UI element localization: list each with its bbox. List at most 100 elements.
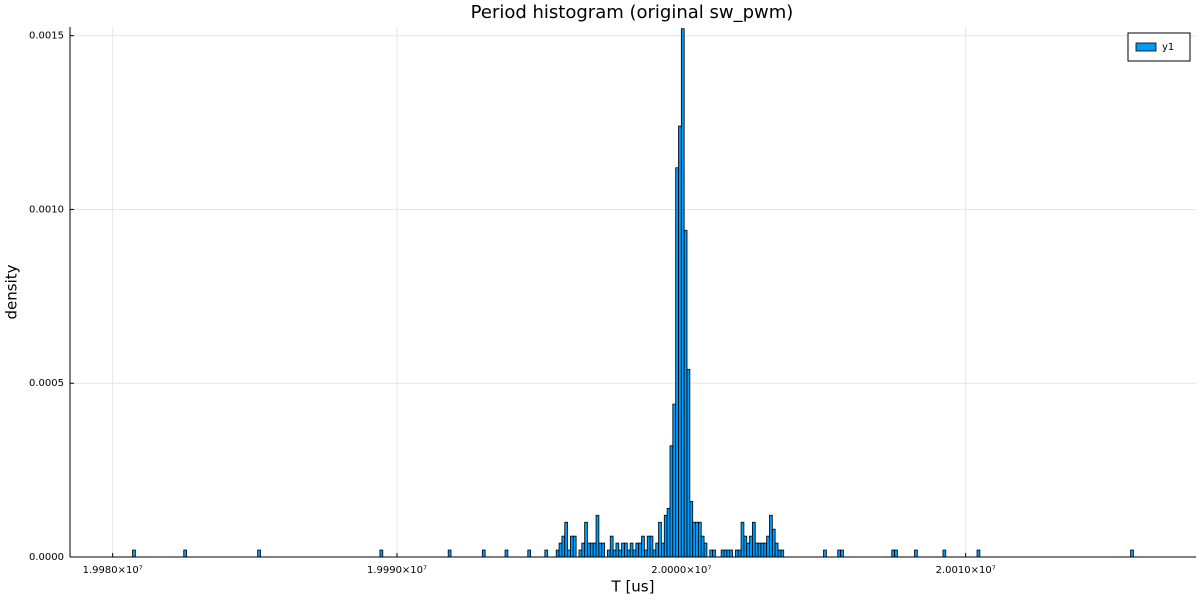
bar — [655, 542, 659, 558]
bar — [635, 542, 640, 558]
bar — [777, 549, 782, 558]
bar — [757, 542, 762, 558]
bar — [632, 549, 637, 558]
bar — [643, 549, 648, 558]
bar — [766, 535, 770, 558]
bar — [734, 549, 739, 558]
bar — [894, 549, 898, 558]
bar — [840, 549, 844, 558]
bar — [976, 549, 981, 558]
bar — [680, 28, 685, 558]
bar — [132, 549, 136, 558]
bar — [689, 500, 694, 558]
bar — [823, 549, 827, 558]
bar — [624, 542, 628, 558]
bar — [661, 542, 665, 558]
bar — [942, 549, 947, 558]
bar — [581, 542, 586, 558]
x-tick-label: 1.9980×10⁷ — [83, 565, 143, 576]
y-tick-label: 0.0010 — [29, 204, 64, 215]
bar — [729, 549, 733, 558]
legend-swatch — [1135, 42, 1157, 52]
bar — [740, 521, 745, 558]
bar — [584, 521, 588, 558]
bar — [618, 549, 623, 558]
bar — [703, 542, 708, 558]
bar — [649, 535, 654, 558]
bar — [723, 549, 728, 558]
bar — [720, 549, 725, 558]
bar — [527, 549, 532, 558]
bar — [746, 542, 750, 558]
bar — [379, 549, 384, 558]
bar — [544, 549, 549, 558]
bar — [587, 542, 591, 558]
bar — [589, 542, 594, 558]
bar — [749, 535, 753, 558]
bar — [712, 549, 716, 558]
bar — [780, 549, 785, 558]
bar — [837, 549, 841, 558]
bar — [570, 535, 574, 558]
bar — [1130, 549, 1134, 558]
bar — [697, 521, 702, 558]
bar — [683, 229, 688, 558]
bar — [914, 549, 918, 558]
bar — [621, 542, 625, 558]
legend-box — [1127, 32, 1191, 62]
bar — [257, 549, 261, 558]
bar — [567, 549, 571, 558]
bar — [675, 167, 679, 558]
bar — [692, 521, 696, 558]
bar — [641, 535, 645, 558]
bar — [771, 528, 776, 558]
legend-label: y1 — [1162, 42, 1174, 53]
bar — [686, 368, 691, 558]
bar — [658, 521, 662, 558]
bar — [572, 535, 577, 558]
bar — [754, 542, 759, 558]
bar — [561, 535, 566, 558]
bar — [774, 542, 779, 558]
bar — [615, 542, 620, 558]
bar — [666, 507, 671, 558]
bar — [700, 535, 705, 558]
bar — [598, 542, 603, 558]
bar — [709, 549, 714, 558]
bar — [752, 521, 756, 558]
x-tick-label: 1.9990×10⁷ — [367, 565, 427, 576]
bar — [564, 521, 569, 558]
bar — [183, 549, 187, 558]
bar — [578, 549, 583, 558]
bar — [663, 514, 668, 558]
bar — [669, 445, 674, 558]
bar — [558, 542, 563, 558]
bar — [592, 542, 597, 558]
bar — [481, 549, 486, 558]
bar — [652, 549, 657, 558]
bar — [607, 549, 611, 558]
bar — [763, 542, 768, 558]
bar — [678, 125, 682, 558]
bar — [726, 549, 731, 558]
bar — [672, 403, 677, 558]
bar — [646, 535, 651, 558]
bar — [447, 549, 452, 558]
x-tick-label: 2.0010×10⁷ — [936, 565, 996, 576]
bar — [769, 514, 773, 558]
bar — [612, 549, 617, 558]
bar — [743, 535, 748, 558]
bar — [891, 549, 895, 558]
bar — [504, 549, 509, 558]
bar — [760, 542, 765, 558]
chart-title: Period histogram (original sw_pwm) — [471, 2, 794, 23]
bar — [629, 542, 634, 558]
bar — [609, 535, 614, 558]
bar — [601, 542, 605, 558]
bar — [695, 521, 699, 558]
y-axis-label: density — [3, 264, 21, 319]
x-tick-label: 2.0000×10⁷ — [651, 565, 711, 576]
bar — [737, 549, 742, 558]
y-tick-label: 0.0005 — [29, 378, 64, 389]
